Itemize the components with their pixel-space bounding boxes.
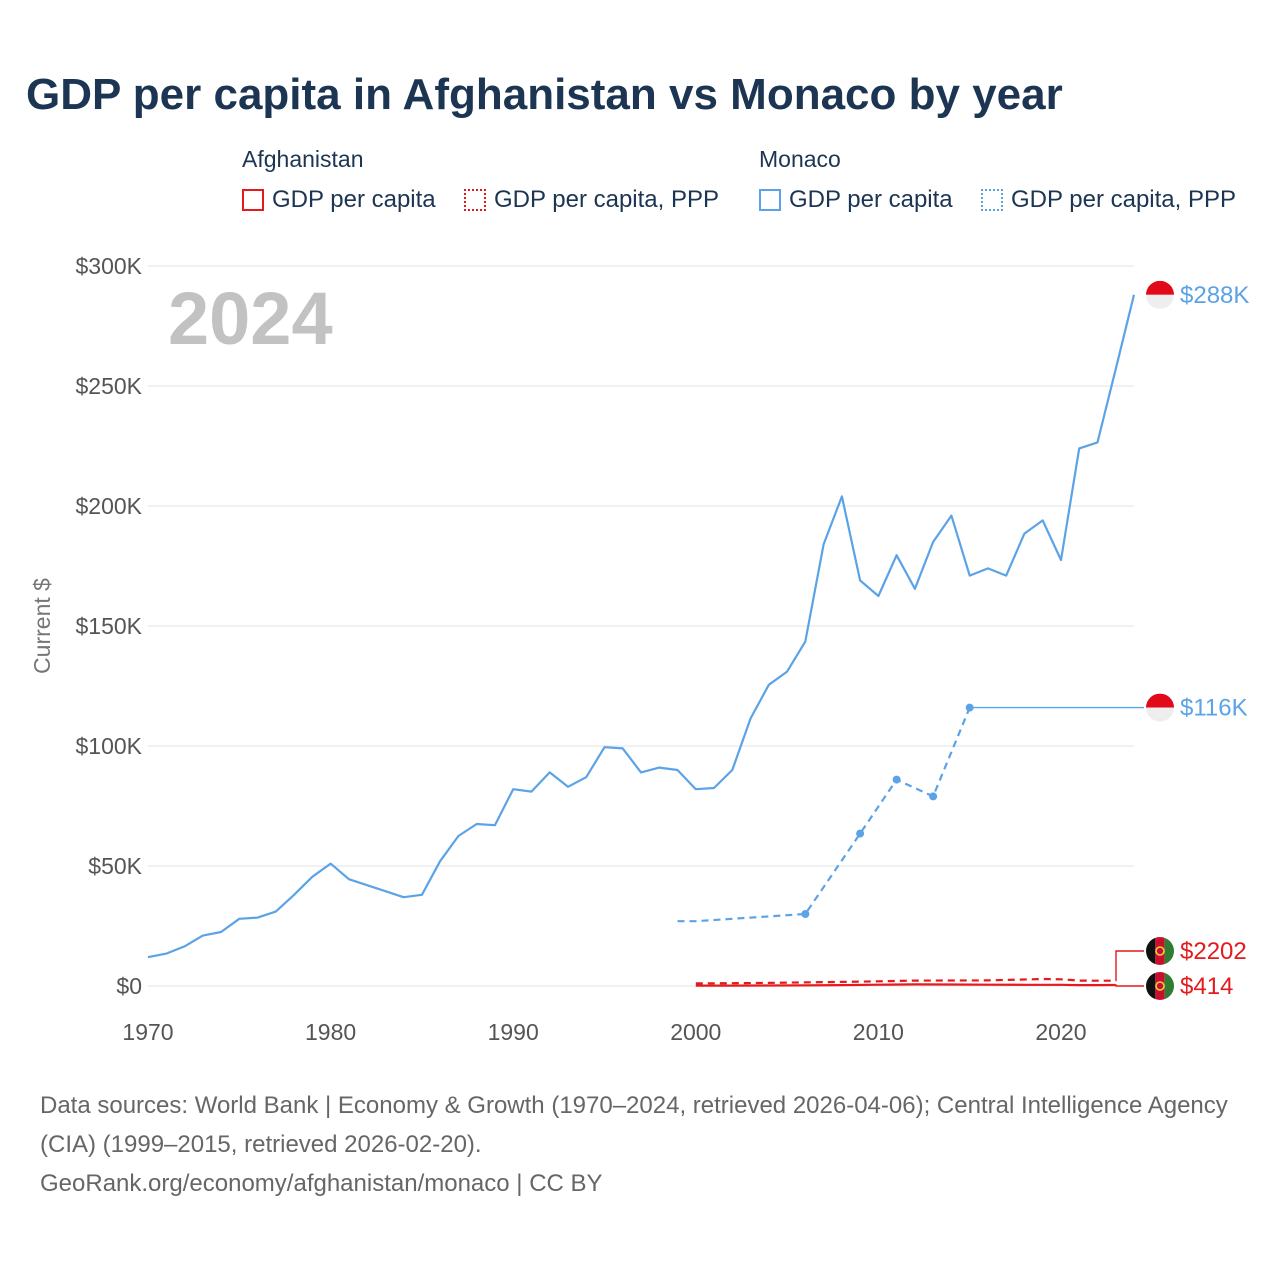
legend-monaco-gdp-ppp[interactable]: GDP per capita, PPP	[981, 186, 1236, 214]
legend-label: GDP per capita	[789, 186, 953, 213]
legend-swatch-solid-icon	[242, 189, 264, 211]
series-point	[892, 775, 901, 784]
x-tick-label: 2020	[1035, 1019, 1086, 1045]
legend-group-afghanistan: Afghanistan	[242, 146, 364, 172]
y-tick-label: $50K	[88, 853, 142, 879]
legend-swatch-dotted-icon	[981, 189, 1003, 211]
series-line-0	[147, 294, 1136, 959]
line-chart: $0 $50K $100K $150K $200K $250K $300K 1970 1980…	[29, 253, 1249, 1045]
y-tick-label: $100K	[75, 733, 142, 759]
x-tick-label: 1990	[488, 1019, 539, 1045]
afghanistan-flag-icon	[1146, 937, 1174, 965]
x-tick-label: 1970	[122, 1019, 173, 1045]
x-axis-ticks: 1970 1980 1990 2000 2010 2020	[122, 1019, 1086, 1045]
y-tick-label: $300K	[75, 253, 142, 279]
legend-group-monaco: Monaco	[759, 146, 841, 172]
series-point	[856, 829, 865, 838]
chart-title: GDP per capita in Afghanistan vs Monaco …	[26, 70, 1063, 119]
end-value-label: $116K	[1180, 695, 1248, 722]
label-connector	[1115, 984, 1144, 987]
attribution-link[interactable]: GeoRank.org/economy/afghanistan/monaco |…	[40, 1170, 603, 1197]
y-tick-label: $250K	[75, 373, 142, 399]
y-axis-ticks: $0 $50K $100K $150K $200K $250K $300K	[75, 253, 142, 999]
legend-label: GDP per capita	[272, 186, 436, 213]
x-tick-label: 1980	[305, 1019, 356, 1045]
series-group	[147, 294, 1144, 987]
monaco-flag-icon	[1146, 693, 1174, 722]
y-tick-label: $200K	[75, 493, 142, 519]
x-tick-label: 2000	[670, 1019, 721, 1045]
legend-afghanistan-gdp-ppp[interactable]: GDP per capita, PPP	[464, 186, 719, 214]
end-value-label: $2202	[1180, 938, 1247, 965]
grid-lines	[148, 265, 1134, 987]
label-connector	[1115, 950, 1144, 982]
legend-swatch-dotted-icon	[464, 189, 486, 211]
year-label: 2024	[168, 277, 333, 360]
end-labels: $288K $116K $2202 $414	[1115, 280, 1249, 1000]
y-axis-label: Current $	[29, 578, 55, 674]
series-point	[929, 792, 938, 801]
series-line-3	[695, 983, 1116, 987]
monaco-flag-icon	[1146, 280, 1174, 309]
series-point	[801, 910, 810, 918]
end-value-label: $288K	[1180, 282, 1249, 309]
y-tick-label: $150K	[75, 613, 142, 639]
legend-swatch-solid-icon	[759, 189, 781, 211]
end-value-label: $414	[1180, 973, 1233, 1000]
legend-label: GDP per capita, PPP	[1011, 186, 1236, 213]
x-tick-label: 2010	[853, 1019, 904, 1045]
series-line-2	[695, 977, 1116, 985]
legend-label: GDP per capita, PPP	[494, 186, 719, 213]
afghanistan-flag-icon	[1146, 972, 1174, 1000]
y-tick-label: $0	[116, 973, 142, 999]
legend-afghanistan-gdp[interactable]: GDP per capita	[242, 186, 436, 214]
legend-monaco-gdp[interactable]: GDP per capita	[759, 186, 953, 214]
data-sources: Data sources: World Bank | Economy & Gro…	[40, 1092, 1228, 1158]
series-line-1	[677, 707, 971, 923]
